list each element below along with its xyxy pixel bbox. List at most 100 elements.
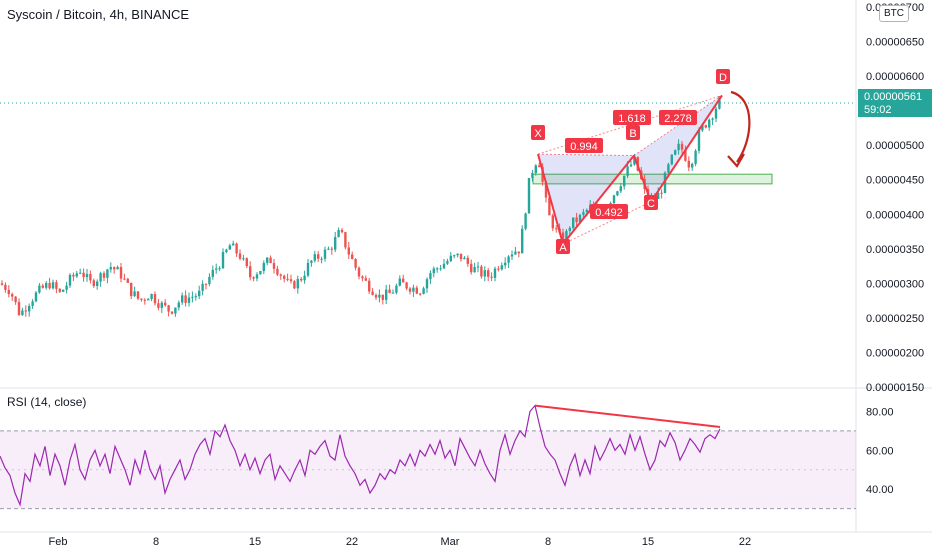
pattern-leg-XA	[537, 153, 564, 245]
candle-body	[279, 274, 282, 276]
currency-badge[interactable]: BTC	[879, 5, 909, 22]
candle-body	[68, 274, 72, 286]
candle-body	[704, 125, 707, 128]
price-tick-label: 0.00000600	[866, 71, 924, 83]
candle-body	[17, 302, 21, 315]
candle-body	[245, 258, 248, 267]
candle-body	[354, 259, 357, 268]
candle-body	[551, 215, 554, 229]
pattern-point-b-label: B	[629, 128, 636, 140]
candle-body	[459, 253, 463, 260]
candle-body	[483, 270, 486, 277]
candle-body	[303, 275, 306, 281]
candle-body	[123, 278, 126, 280]
pattern-point-c-label: C	[647, 198, 655, 210]
candle-body	[11, 294, 14, 297]
candle-body	[521, 228, 524, 254]
candle-body	[221, 252, 225, 269]
candle-body	[374, 294, 378, 298]
candle-body	[143, 299, 146, 301]
last-price-tag: 0.00000561 59:02	[858, 89, 932, 117]
candle-body	[337, 229, 340, 238]
candle-body	[415, 287, 418, 294]
candle-body	[317, 254, 320, 259]
candle-body	[211, 269, 214, 277]
harmonic-pattern[interactable]: X A B C D 0.994 0.492 1.618 2.278	[531, 69, 730, 254]
projection-arrow-curve	[730, 90, 751, 163]
candle-body	[711, 118, 714, 120]
candle-body	[191, 296, 194, 298]
candle-body	[663, 172, 667, 194]
price-tick-label: 0.00000250	[866, 313, 924, 325]
candle-body	[531, 173, 534, 179]
candle-body	[109, 267, 112, 270]
pattern-point-x-label: X	[534, 128, 542, 140]
pattern-point-x-badge	[531, 125, 545, 140]
candle-body	[493, 268, 497, 278]
candle-body	[147, 298, 150, 301]
rsi-band-fill	[0, 430, 856, 509]
candle-body	[623, 175, 626, 187]
candle-body	[619, 186, 622, 192]
price-tick-label: 0.00000300	[866, 278, 924, 290]
candle-body	[62, 289, 65, 292]
candle-body	[510, 254, 514, 257]
pattern-ratio-badge	[565, 138, 603, 153]
candles	[0, 95, 856, 317]
pattern-point-b-badge	[626, 125, 640, 140]
candle-body	[412, 287, 415, 292]
candle-body	[476, 266, 480, 268]
rsi-tick-label: 40.00	[866, 484, 894, 496]
candle-body	[391, 292, 395, 294]
pattern-ratio-badge	[613, 110, 651, 125]
candle-body	[667, 164, 670, 173]
candle-body	[497, 268, 500, 270]
candle-body	[255, 274, 259, 279]
candle-body	[425, 279, 429, 289]
candle-body	[378, 294, 381, 298]
candle-body	[296, 278, 299, 289]
candle-body	[310, 260, 313, 263]
candle-body	[388, 289, 391, 294]
candle-body	[38, 285, 41, 293]
candle-body	[436, 268, 439, 270]
candle-body	[174, 307, 177, 314]
price-tick-label: 0.00000450	[866, 175, 924, 187]
projection-arrow	[727, 90, 751, 168]
candle-body	[320, 258, 323, 260]
candle-body	[14, 296, 17, 303]
pattern-point-a-label: A	[559, 242, 567, 254]
candle-body	[629, 164, 633, 167]
candle-body	[575, 217, 578, 223]
candle-body	[48, 282, 51, 289]
candle-body	[164, 302, 167, 306]
candle-body	[167, 305, 170, 312]
candle-body	[674, 150, 677, 155]
candle-body	[262, 262, 265, 272]
candle-body	[306, 262, 310, 276]
pattern-point-a-badge	[556, 239, 570, 254]
candle-body	[633, 156, 636, 165]
candle-body	[555, 228, 558, 230]
candle-body	[538, 165, 541, 168]
candle-body	[136, 291, 140, 299]
candle-body	[504, 262, 507, 266]
pattern-ratio-line-AC	[562, 201, 652, 245]
candle-body	[351, 254, 354, 260]
candle-body	[364, 278, 367, 281]
candle-body	[687, 160, 690, 168]
candle-body	[153, 294, 157, 304]
candle-body	[34, 292, 38, 302]
rsi-title: RSI (14, close)	[7, 395, 87, 409]
candle-body	[232, 243, 235, 246]
candle-body	[657, 192, 660, 199]
candle-body	[55, 282, 58, 289]
bar-countdown: 59:02	[864, 104, 892, 116]
candle-body	[181, 295, 184, 303]
candle-body	[701, 125, 704, 131]
candle-body	[283, 275, 286, 279]
candle-body	[170, 311, 174, 314]
candle-body	[466, 257, 469, 264]
rsi-divergence-line	[534, 404, 721, 428]
